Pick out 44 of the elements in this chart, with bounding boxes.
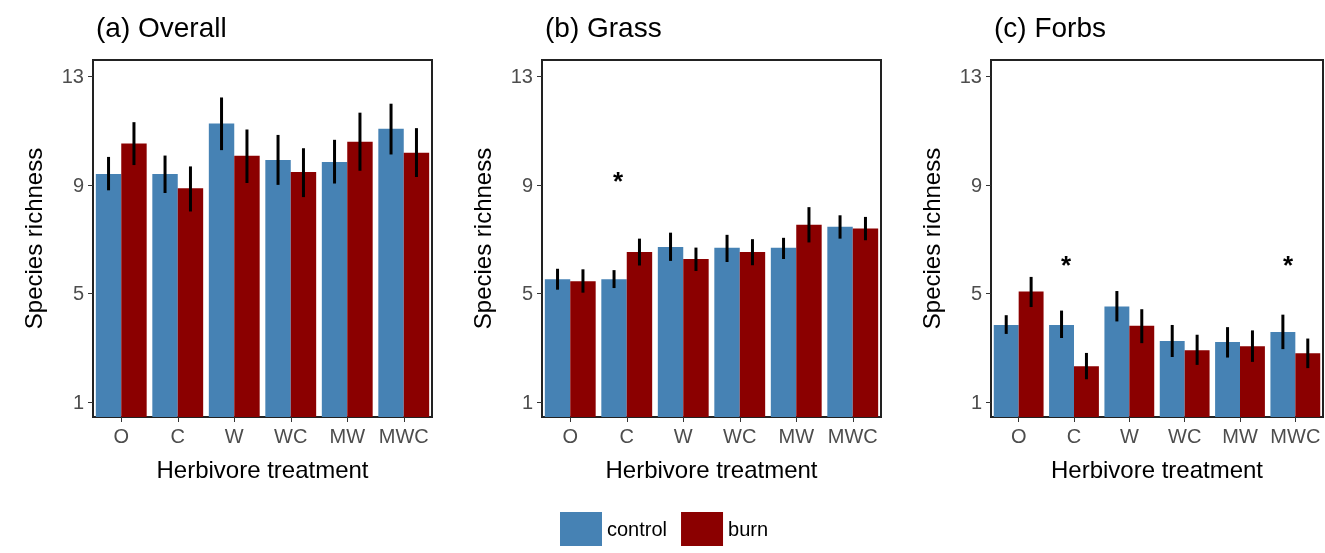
x-tick-label: MWC [1270,425,1321,447]
x-tick-label: W [1119,425,1139,447]
y-tick-label: 9 [72,173,84,196]
annotation: * [1283,250,1294,280]
x-axis-title: Herbivore treatment [1050,455,1264,483]
annotation: * [1061,250,1072,280]
legend-label: control [607,518,668,540]
x-tick-label: C [170,425,185,447]
x-tick-label: MW [1222,425,1258,447]
y-tick-label: 5 [521,282,533,305]
y-tick-label: 13 [510,65,533,88]
x-axis-title: Herbivore treatment [605,455,818,483]
chart-title: (a) Overall [96,11,227,43]
x-tick-label: MW [329,425,366,447]
y-tick-label: 1 [970,391,982,414]
chart-title: (b) Grass [545,11,662,43]
x-tick-label: W [224,425,244,447]
legend-label: burn [728,518,769,540]
y-tick-label: 1 [521,391,533,414]
x-tick-label: WC [723,425,757,447]
x-tick-label: W [673,425,693,447]
x-tick-label: O [562,425,579,447]
y-tick-label: 9 [521,173,533,196]
y-tick-label: 13 [959,65,982,88]
x-tick-label: MWC [378,425,429,447]
y-tick-label: 9 [970,173,982,196]
chart-title: (c) Forbs [994,11,1106,43]
x-tick-label: WC [274,425,308,447]
x-axis-title: Herbivore treatment [156,455,369,483]
x-tick-label: C [1066,425,1082,447]
y-tick-label: 5 [970,282,982,305]
x-tick-label: C [619,425,634,447]
y-tick-label: 5 [72,282,84,305]
y-axis-title: Species richness [468,147,496,330]
x-tick-label: WC [1168,425,1202,447]
x-tick-label: MW [778,425,815,447]
y-tick-label: 13 [61,65,84,88]
x-tick-label: O [113,425,130,447]
y-tick-label: 1 [72,391,84,414]
annotation: * [613,166,624,196]
x-tick-label: O [1010,425,1027,447]
y-axis-title: Species richness [917,147,945,330]
y-axis-title: Species richness [19,147,47,330]
x-tick-label: MWC [827,425,878,447]
